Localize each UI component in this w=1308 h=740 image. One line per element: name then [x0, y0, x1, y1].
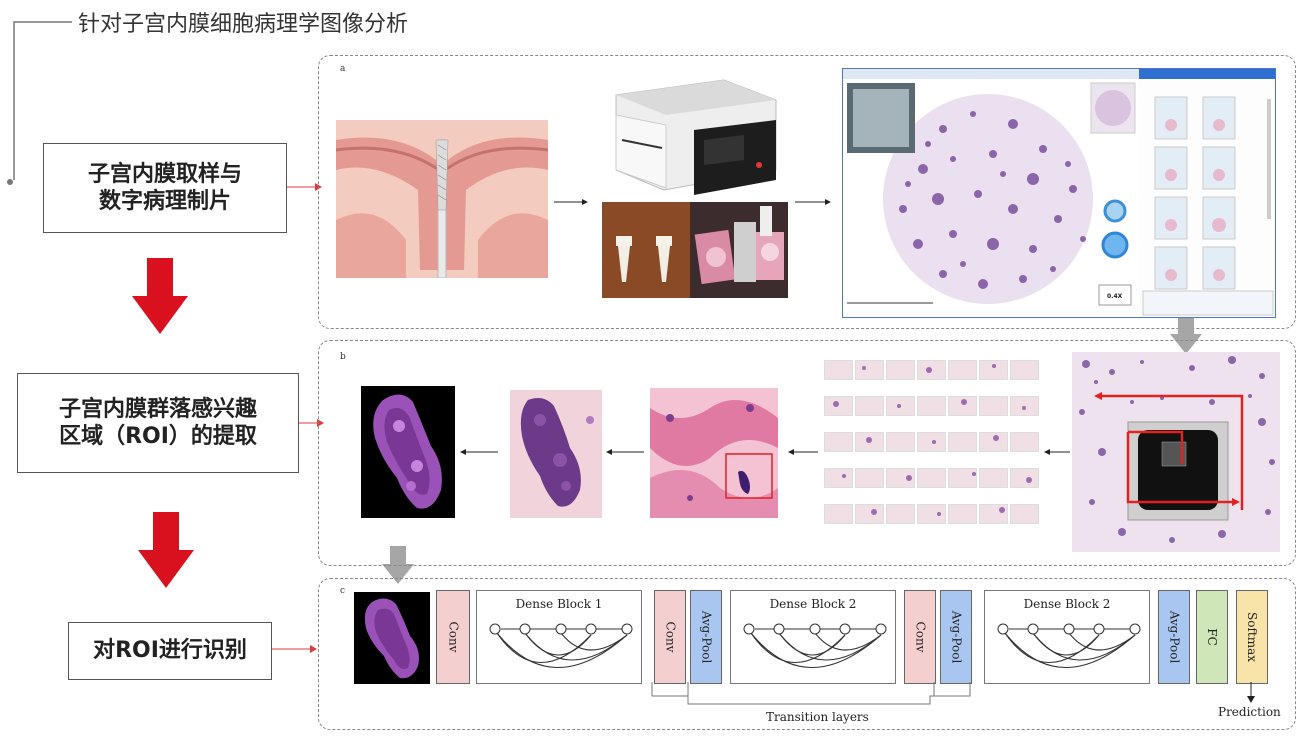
wsi-region-selection	[1072, 352, 1280, 552]
softmax-layer-label: Softmax	[1245, 611, 1260, 663]
dense-block-3-title: Dense Block 2	[1023, 597, 1111, 611]
prediction-arrow	[1247, 682, 1255, 703]
tile-grid	[824, 360, 1040, 536]
tile	[1010, 396, 1039, 416]
step1-line1: 子宫内膜取样与	[87, 161, 242, 187]
tile	[948, 432, 977, 452]
panel-a-label: a	[340, 64, 346, 74]
tile	[824, 360, 853, 380]
step2-line2: 区域（ROI）的提取	[59, 424, 257, 449]
transition-layers-bracket	[651, 682, 971, 705]
tile	[855, 360, 884, 380]
step-box-roi-recognition: 对ROI进行识别	[68, 622, 272, 680]
avgpool-layer-1: Avg-Pool	[690, 590, 722, 684]
tile	[948, 504, 977, 524]
arrow-b2	[788, 449, 818, 455]
roi-cluster-crop	[510, 390, 602, 518]
red-down-arrow-1	[132, 258, 188, 334]
dense-block-2-title: Dense Block 2	[769, 597, 857, 611]
conv-layer-3-label: Conv	[913, 621, 928, 653]
tile	[886, 432, 915, 452]
tile	[886, 504, 915, 524]
roi-segmented-cluster	[361, 386, 455, 518]
tile	[855, 396, 884, 416]
tile	[979, 432, 1008, 452]
red-down-arrow-2	[138, 512, 194, 588]
page-title: 针对子宫内膜细胞病理学图像分析	[78, 12, 409, 37]
zoom-level-readout: 0.4X	[1107, 293, 1123, 300]
step-box-sampling: 子宫内膜取样与 数字病理制片	[43, 143, 287, 233]
tile	[824, 504, 853, 524]
panel-c	[318, 578, 1296, 730]
avgpool-layer-2-label: Avg-Pool	[949, 610, 964, 664]
tile	[1010, 468, 1039, 488]
tile	[1010, 360, 1039, 380]
fc-layer-label: FC	[1204, 628, 1219, 646]
dense-block-2: Dense Block 2	[730, 590, 896, 684]
tile	[824, 468, 853, 488]
conv-layer-2: Conv	[654, 590, 686, 684]
avgpool-layer-3: Avg-Pool	[1158, 590, 1190, 684]
tile	[917, 432, 946, 452]
avgpool-layer-3-label: Avg-Pool	[1167, 610, 1182, 664]
conv-layer-1-label: Conv	[445, 621, 460, 653]
slide-processor-machine	[604, 70, 788, 200]
sample-tubes-photo	[602, 202, 690, 298]
avgpool-layer-2: Avg-Pool	[940, 590, 972, 684]
arrow-b1	[1044, 449, 1070, 455]
tile	[979, 468, 1008, 488]
tile	[948, 468, 977, 488]
slide-viewer-screenshot: 0.4X	[842, 68, 1276, 318]
arrow-b3	[606, 449, 644, 455]
dense-block-1: Dense Block 1	[476, 590, 642, 684]
tile	[917, 504, 946, 524]
tile	[979, 360, 1008, 380]
conv-layer-2-label: Conv	[663, 621, 678, 653]
transition-layers-label: Transition layers	[766, 710, 869, 724]
tile-with-roi-box	[650, 388, 778, 518]
step1-line2: 数字病理制片	[98, 189, 231, 214]
tile	[886, 468, 915, 488]
network-input-cluster	[354, 592, 430, 684]
softmax-layer: Softmax	[1236, 590, 1268, 684]
tile	[917, 396, 946, 416]
avgpool-layer-1-label: Avg-Pool	[699, 610, 714, 664]
prediction-label: Prediction	[1218, 705, 1281, 719]
arrow-a2	[795, 199, 831, 205]
tile	[886, 360, 915, 380]
slide-preparation-photo	[690, 202, 788, 298]
tile	[948, 360, 977, 380]
step3-line1: 对ROI进行识别	[93, 638, 247, 664]
tile	[948, 396, 977, 416]
title-bracket-line	[7, 21, 72, 185]
connector-arrow-c	[272, 645, 317, 653]
step2-line1: 子宫内膜群落感兴趣	[58, 396, 257, 422]
dense-block-1-title: Dense Block 1	[515, 597, 603, 611]
uterus-illustration	[336, 120, 548, 278]
panel-b	[318, 340, 1296, 566]
tile	[855, 468, 884, 488]
tile	[855, 504, 884, 524]
tile	[917, 468, 946, 488]
panel-a	[318, 55, 1296, 329]
panel-b-label: b	[340, 352, 346, 362]
tile	[824, 396, 853, 416]
conv-layer-1: Conv	[436, 590, 470, 684]
arrow-a1	[554, 199, 588, 205]
tile	[1010, 432, 1039, 452]
tile	[1010, 504, 1039, 524]
fc-layer: FC	[1196, 590, 1228, 684]
tile	[824, 432, 853, 452]
dense-block-3: Dense Block 2	[984, 590, 1150, 684]
arrow-b4	[460, 449, 498, 455]
panel-c-label: c	[340, 586, 346, 596]
step-box-roi-extraction: 子宫内膜群落感兴趣 区域（ROI）的提取	[17, 373, 299, 473]
gray-down-arrow-a-b	[1170, 318, 1202, 354]
tile	[979, 396, 1008, 416]
conv-layer-3: Conv	[904, 590, 936, 684]
